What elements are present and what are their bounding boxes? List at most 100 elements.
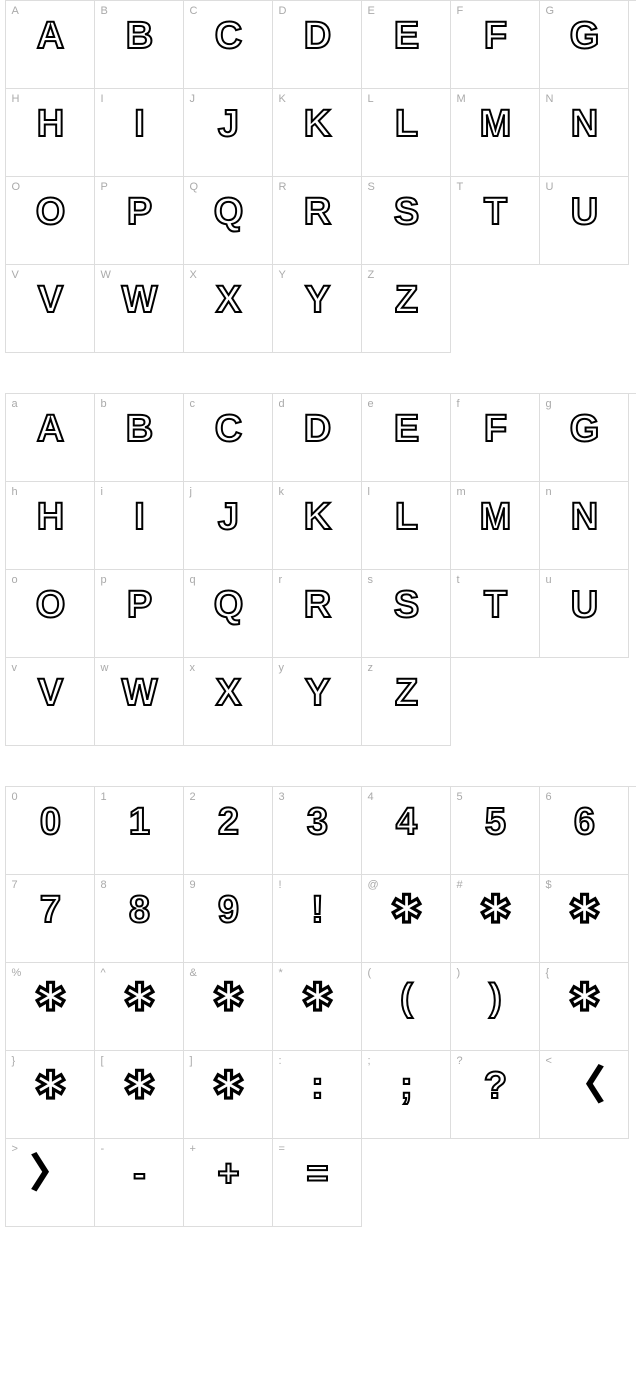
glyph-display: G xyxy=(540,410,628,448)
glyph-display: 7 xyxy=(6,891,94,929)
glyph-display: ) xyxy=(451,979,539,1017)
cell-label: k xyxy=(279,486,285,498)
glyph-cell: cC xyxy=(184,394,273,482)
glyph-display: W xyxy=(95,281,183,319)
glyph-cell: 55 xyxy=(451,787,540,875)
glyph-cell: MM xyxy=(451,89,540,177)
glyph-cell: 22 xyxy=(184,787,273,875)
glyph-display: ✱ xyxy=(540,891,628,929)
glyph-display: H xyxy=(6,105,94,143)
cell-label: G xyxy=(546,5,555,17)
glyph-cell: nN xyxy=(540,482,629,570)
glyph-cell: <〈 xyxy=(540,1051,629,1139)
glyph-cell: FF xyxy=(451,1,540,89)
cell-label: 1 xyxy=(101,791,107,803)
glyph-cell: 99 xyxy=(184,875,273,963)
glyph-cell: hH xyxy=(6,482,95,570)
cell-label: ! xyxy=(279,879,282,891)
glyph-cell: OO xyxy=(6,177,95,265)
section-lowercase: aAbBcCdDeEfFgGhHiIjJkKlLmMnNoOpPqQrRsStT… xyxy=(0,393,640,746)
glyph-display: ? xyxy=(451,1067,539,1105)
glyph-display: H xyxy=(6,498,94,536)
glyph-grid: AABBCCDDEEFFGGHHIIJJKKLLMMNNOOPPQQRRSSTT… xyxy=(5,0,636,353)
glyph-cell: mM xyxy=(451,482,540,570)
cell-label: 6 xyxy=(546,791,552,803)
glyph-cell: eE xyxy=(362,394,451,482)
cell-label: R xyxy=(279,181,287,193)
cell-label: @ xyxy=(368,879,379,891)
glyph-cell: AA xyxy=(6,1,95,89)
cell-label: N xyxy=(546,93,554,105)
cell-label: % xyxy=(12,967,22,979)
cell-label: } xyxy=(12,1055,16,1067)
cell-label: - xyxy=(101,1143,105,1155)
glyph-display: - xyxy=(95,1155,183,1193)
glyph-cell: {✱ xyxy=(540,963,629,1051)
cell-label: $ xyxy=(546,879,552,891)
glyph-display: O xyxy=(6,193,94,231)
glyph-cell: 77 xyxy=(6,875,95,963)
glyph-display: ✱ xyxy=(451,891,539,929)
cell-label: u xyxy=(546,574,552,586)
cell-label: Z xyxy=(368,269,375,281)
cell-label: * xyxy=(279,967,283,979)
glyph-cell: JJ xyxy=(184,89,273,177)
glyph-display: U xyxy=(540,193,628,231)
cell-label: C xyxy=(190,5,198,17)
glyph-display: ; xyxy=(362,1067,450,1105)
glyph-cell: -- xyxy=(95,1139,184,1227)
glyph-cell: ]✱ xyxy=(184,1051,273,1139)
glyph-display: V xyxy=(6,281,94,319)
glyph-cell: NN xyxy=(540,89,629,177)
cell-label: = xyxy=(279,1143,285,1155)
cell-label: < xyxy=(546,1055,552,1067)
glyph-cell: YY xyxy=(273,265,362,353)
cell-label: M xyxy=(457,93,466,105)
cell-label: n xyxy=(546,486,552,498)
cell-label: a xyxy=(12,398,18,410)
glyph-cell: oO xyxy=(6,570,95,658)
character-map: AABBCCDDEEFFGGHHIIJJKKLLMMNNOOPPQQRRSSTT… xyxy=(0,0,640,1227)
cell-label: 3 xyxy=(279,791,285,803)
glyph-display: S xyxy=(362,193,450,231)
glyph-display: ✱ xyxy=(6,1067,94,1105)
glyph-display: R xyxy=(273,586,361,624)
glyph-display: G xyxy=(540,17,628,55)
glyph-display: P xyxy=(95,586,183,624)
glyph-grid: aAbBcCdDeEfFgGhHiIjJkKlLmMnNoOpPqQrRsStT… xyxy=(5,393,636,746)
cell-label: v xyxy=(12,662,18,674)
glyph-display: X xyxy=(184,674,272,712)
cell-label: X xyxy=(190,269,197,281)
cell-label: : xyxy=(279,1055,282,1067)
glyph-display: J xyxy=(184,105,272,143)
cell-label: y xyxy=(279,662,285,674)
glyph-display: R xyxy=(273,193,361,231)
glyph-display: ✱ xyxy=(184,979,272,1017)
cell-label: P xyxy=(101,181,108,193)
glyph-cell: !! xyxy=(273,875,362,963)
glyph-cell: EE xyxy=(362,1,451,89)
cell-label: x xyxy=(190,662,196,674)
glyph-cell: UU xyxy=(540,177,629,265)
glyph-display: 0 xyxy=(6,803,94,841)
cell-label: O xyxy=(12,181,21,193)
glyph-grid: 00112233445566778899!!@✱#✱$✱%✱^✱&✱*✱(())… xyxy=(5,786,636,1227)
glyph-display: N xyxy=(540,498,628,536)
cell-label: ; xyxy=(368,1055,371,1067)
cell-label: m xyxy=(457,486,466,498)
glyph-cell: DD xyxy=(273,1,362,89)
glyph-display: U xyxy=(540,586,628,624)
glyph-cell: yY xyxy=(273,658,362,746)
glyph-cell: pP xyxy=(95,570,184,658)
glyph-cell: rR xyxy=(273,570,362,658)
glyph-cell: &✱ xyxy=(184,963,273,1051)
cell-label: e xyxy=(368,398,374,410)
glyph-cell: )) xyxy=(451,963,540,1051)
glyph-display: T xyxy=(451,193,539,231)
glyph-cell: QQ xyxy=(184,177,273,265)
glyph-display: W xyxy=(95,674,183,712)
glyph-display: ✱ xyxy=(184,1067,272,1105)
cell-label: h xyxy=(12,486,18,498)
cell-label: Y xyxy=(279,269,286,281)
cell-label: ) xyxy=(457,967,461,979)
